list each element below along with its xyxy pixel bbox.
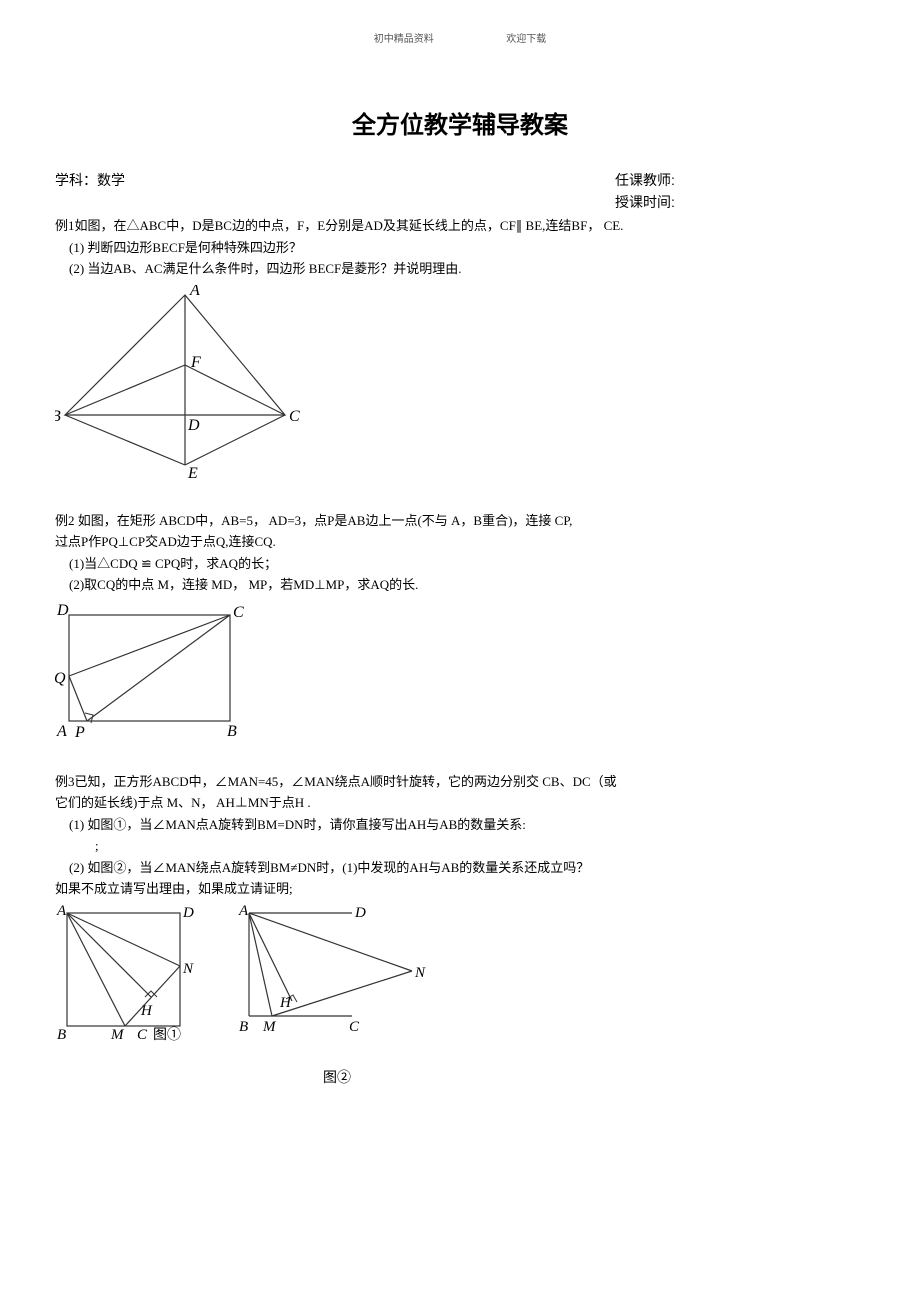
p3-figure2: A D B C M N H [237, 901, 437, 1061]
p1-line3: (2) 当边AB、AC满足什么条件时，四边形 BECF是菱形？并说明理由. [55, 259, 865, 279]
p3-line3b: ; [55, 836, 865, 856]
svg-text:N: N [414, 965, 426, 981]
p2-line3: (1)当△CDQ ≌ CPQ时，求AQ的长； [55, 554, 865, 574]
svg-text:D: D [56, 602, 69, 619]
fig2-label: 图② [237, 1068, 437, 1089]
svg-text:D: D [354, 905, 366, 921]
problem-1: 例1如图，在△ABC中，D是BC边的中点，F，E分别是AD及其延长线上的点，CF… [55, 216, 865, 485]
time-label: 授课时间: [305, 192, 865, 212]
svg-text:A: A [56, 723, 67, 740]
svg-text:P: P [74, 724, 85, 741]
p1-figure: A B C D E F [55, 285, 865, 485]
svg-text:B: B [227, 723, 237, 740]
p1-line1: 例1如图，在△ABC中，D是BC边的中点，F，E分别是AD及其延长线上的点，CF… [55, 216, 865, 236]
page-header: 初中精品资料 欢迎下载 [55, 30, 865, 45]
svg-text:D: D [187, 417, 200, 434]
svg-text:A: A [56, 903, 67, 919]
p3-line1: 例3已知，正方形ABCD中，∠MAN=45，∠MAN绕点A顺时针旋转，它的两边分… [55, 772, 865, 792]
meta-empty [55, 192, 305, 212]
svg-text:Q: Q [55, 670, 66, 687]
fig1-label: 图① [153, 1027, 181, 1041]
svg-text:A: A [189, 285, 200, 299]
svg-text:H: H [140, 1003, 153, 1019]
svg-text:E: E [187, 465, 198, 482]
svg-text:B: B [55, 408, 61, 425]
p3-figures: A D B C M N H 图① [55, 901, 865, 1090]
svg-text:D: D [182, 905, 194, 921]
problem-3: 例3已知，正方形ABCD中，∠MAN=45，∠MAN绕点A顺时针旋转，它的两边分… [55, 772, 865, 1090]
svg-text:M: M [110, 1027, 125, 1041]
problem-2: 例2 如图，在矩形 ABCD中，AB=5， AD=3，点P是AB边上一点(不与 … [55, 511, 865, 746]
teacher-label: 任课教师: [305, 170, 865, 190]
svg-text:M: M [262, 1019, 277, 1035]
svg-text:H: H [279, 995, 292, 1011]
p2-line1: 例2 如图，在矩形 ABCD中，AB=5， AD=3，点P是AB边上一点(不与 … [55, 511, 865, 531]
svg-text:B: B [239, 1019, 248, 1035]
svg-text:F: F [190, 354, 201, 371]
p1-line2: (1) 判断四边形BECF是何种特殊四边形？ [55, 238, 865, 258]
svg-text:C: C [289, 408, 300, 425]
p3-line5: 如果不成立请写出理由，如果成立请证明; [55, 879, 865, 899]
svg-text:A: A [238, 903, 249, 919]
p3-figure1: A D B C M N H 图① [55, 901, 215, 1041]
svg-text:C: C [349, 1019, 360, 1035]
svg-text:B: B [57, 1027, 66, 1041]
p2-line2: 过点P作PQ⊥CP交AD边于点Q,连接CQ. [55, 532, 865, 552]
p2-diagram: D C A B P Q [55, 601, 255, 746]
header-right: 欢迎下载 [506, 34, 546, 45]
page-title: 全方位教学辅导教案 [55, 105, 865, 140]
subject-label: 学科：数学 [55, 170, 305, 190]
meta-row-1: 学科：数学 任课教师: [55, 170, 865, 190]
p3-figure2-wrap: A D B C M N H 图② [237, 901, 437, 1090]
p3-line4: (2) 如图②，当∠MAN绕点A旋转到BM≠DN时，(1)中发现的AH与AB的数… [55, 858, 865, 878]
header-left: 初中精品资料 [374, 34, 434, 45]
p1-diagram: A B C D E F [55, 285, 305, 485]
p3-figure1-wrap: A D B C M N H 图① [55, 901, 215, 1047]
svg-text:N: N [182, 961, 194, 977]
p2-figure: D C A B P Q [55, 601, 865, 746]
svg-text:C: C [233, 604, 244, 621]
p3-line2: 它们的延长线)于点 M、N， AH⊥MN于点H . [55, 793, 865, 813]
svg-text:C: C [137, 1027, 148, 1041]
p2-line4: (2)取CQ的中点 M，连接 MD， MP，若MD⊥MP，求AQ的长. [55, 575, 865, 595]
meta-row-2: 授课时间: [55, 192, 865, 212]
p3-line3: (1) 如图①，当∠MAN点A旋转到BM=DN时，请你直接写出AH与AB的数量关… [55, 815, 865, 835]
